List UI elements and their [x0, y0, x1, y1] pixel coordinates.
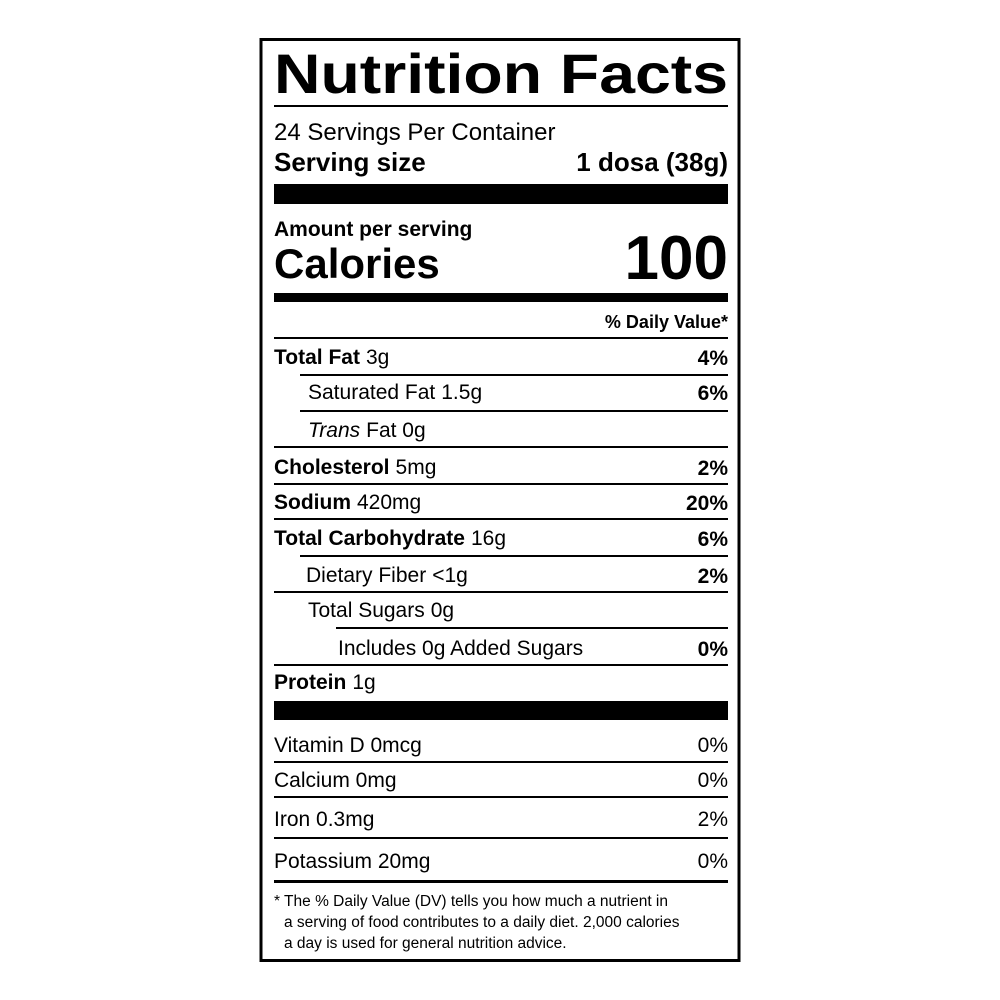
nutrient-name: Protein	[274, 671, 346, 694]
nutrient-name: Saturated Fat	[308, 381, 435, 404]
nutrient-amount: 0g	[431, 599, 454, 622]
footnote-line: * The % Daily Value (DV) tells you how m…	[274, 893, 668, 910]
divider	[300, 410, 728, 412]
nutrient-daily-value: 6%	[698, 528, 729, 551]
thick-bar	[274, 701, 728, 720]
vitamin-daily-value: 2%	[698, 808, 728, 831]
title: Nutrition Facts	[274, 42, 728, 105]
nutrient-name: Dietary Fiber	[306, 564, 426, 587]
nutrient-daily-value: 0%	[698, 638, 729, 661]
vitamin-name: Vitamin D 0mcg	[274, 734, 422, 757]
nutrient-row: Trans Fat 0g	[308, 419, 426, 442]
divider	[274, 880, 728, 883]
nutrient-row: Includes 0g Added Sugars	[338, 637, 583, 660]
nutrient-row: Cholesterol 5mg	[274, 456, 436, 479]
nutrient-name: Total Fat	[274, 346, 360, 369]
divider	[336, 627, 728, 629]
nutrient-amount: 1.5g	[441, 381, 482, 404]
divider	[274, 337, 728, 339]
footnote-line: a day is used for general nutrition advi…	[284, 935, 567, 952]
nutrient-name: Cholesterol	[274, 456, 390, 479]
nutrient-amount: 3g	[366, 346, 389, 369]
divider	[274, 446, 728, 448]
nutrient-amount: 1g	[352, 671, 375, 694]
nutrient-row: Dietary Fiber <1g	[306, 564, 468, 587]
calories-value: 100	[625, 224, 728, 293]
daily-value-header: % Daily Value*	[605, 312, 728, 332]
vitamin-daily-value: 0%	[698, 734, 728, 757]
nutrient-row: Protein 1g	[274, 671, 376, 694]
nutrient-daily-value: 20%	[686, 492, 728, 515]
divider	[274, 518, 728, 520]
nutrient-row: Saturated Fat 1.5g	[308, 381, 482, 404]
thick-bar	[274, 184, 728, 204]
divider	[274, 664, 728, 666]
nutrient-daily-value: 6%	[698, 382, 729, 405]
vitamin-daily-value: 0%	[698, 769, 728, 792]
nutrient-amount: <1g	[432, 564, 468, 587]
vitamin-daily-value: 0%	[698, 850, 728, 873]
divider	[300, 374, 728, 376]
divider	[274, 837, 728, 839]
nutrient-daily-value: 4%	[698, 347, 729, 370]
divider	[274, 591, 728, 593]
nutrient-name: Sodium	[274, 491, 351, 514]
amount-per-serving: Amount per serving	[274, 218, 472, 241]
nutrient-amount: 5mg	[396, 456, 437, 479]
calories-label: Calories	[274, 240, 440, 287]
nutrient-daily-value: 2%	[698, 457, 729, 480]
nutrient-name: Total Carbohydrate	[274, 527, 465, 550]
divider	[274, 796, 728, 798]
medium-bar	[274, 293, 728, 302]
divider	[274, 105, 728, 107]
nutrient-row: Total Fat 3g	[274, 346, 389, 369]
nutrient-amount: Fat 0g	[366, 419, 426, 442]
vitamin-name: Calcium 0mg	[274, 769, 397, 792]
vitamin-name: Iron 0.3mg	[274, 808, 374, 831]
nutrient-name: Includes 0g Added Sugars	[338, 637, 583, 660]
nutrient-amount: 420mg	[357, 491, 421, 514]
nutrient-daily-value: 2%	[698, 565, 729, 588]
nutrient-amount: 16g	[471, 527, 506, 550]
divider	[300, 555, 728, 557]
footnote-line: a serving of food contributes to a daily…	[284, 914, 680, 931]
nutrient-row: Total Sugars 0g	[308, 599, 454, 622]
vitamin-name: Potassium 20mg	[274, 850, 430, 873]
divider	[274, 483, 728, 485]
nutrient-row: Sodium 420mg	[274, 491, 421, 514]
label-border	[259, 38, 741, 962]
servings: 24 Servings Per Container	[274, 119, 555, 146]
serving-size-label: Serving size	[274, 147, 426, 177]
nutrient-name: Trans	[308, 419, 361, 442]
divider	[274, 761, 728, 763]
serving-size-value: 1 dosa (38g)	[576, 147, 728, 177]
nutrient-name: Total Sugars	[308, 599, 425, 622]
nutrient-row: Total Carbohydrate 16g	[274, 527, 506, 550]
